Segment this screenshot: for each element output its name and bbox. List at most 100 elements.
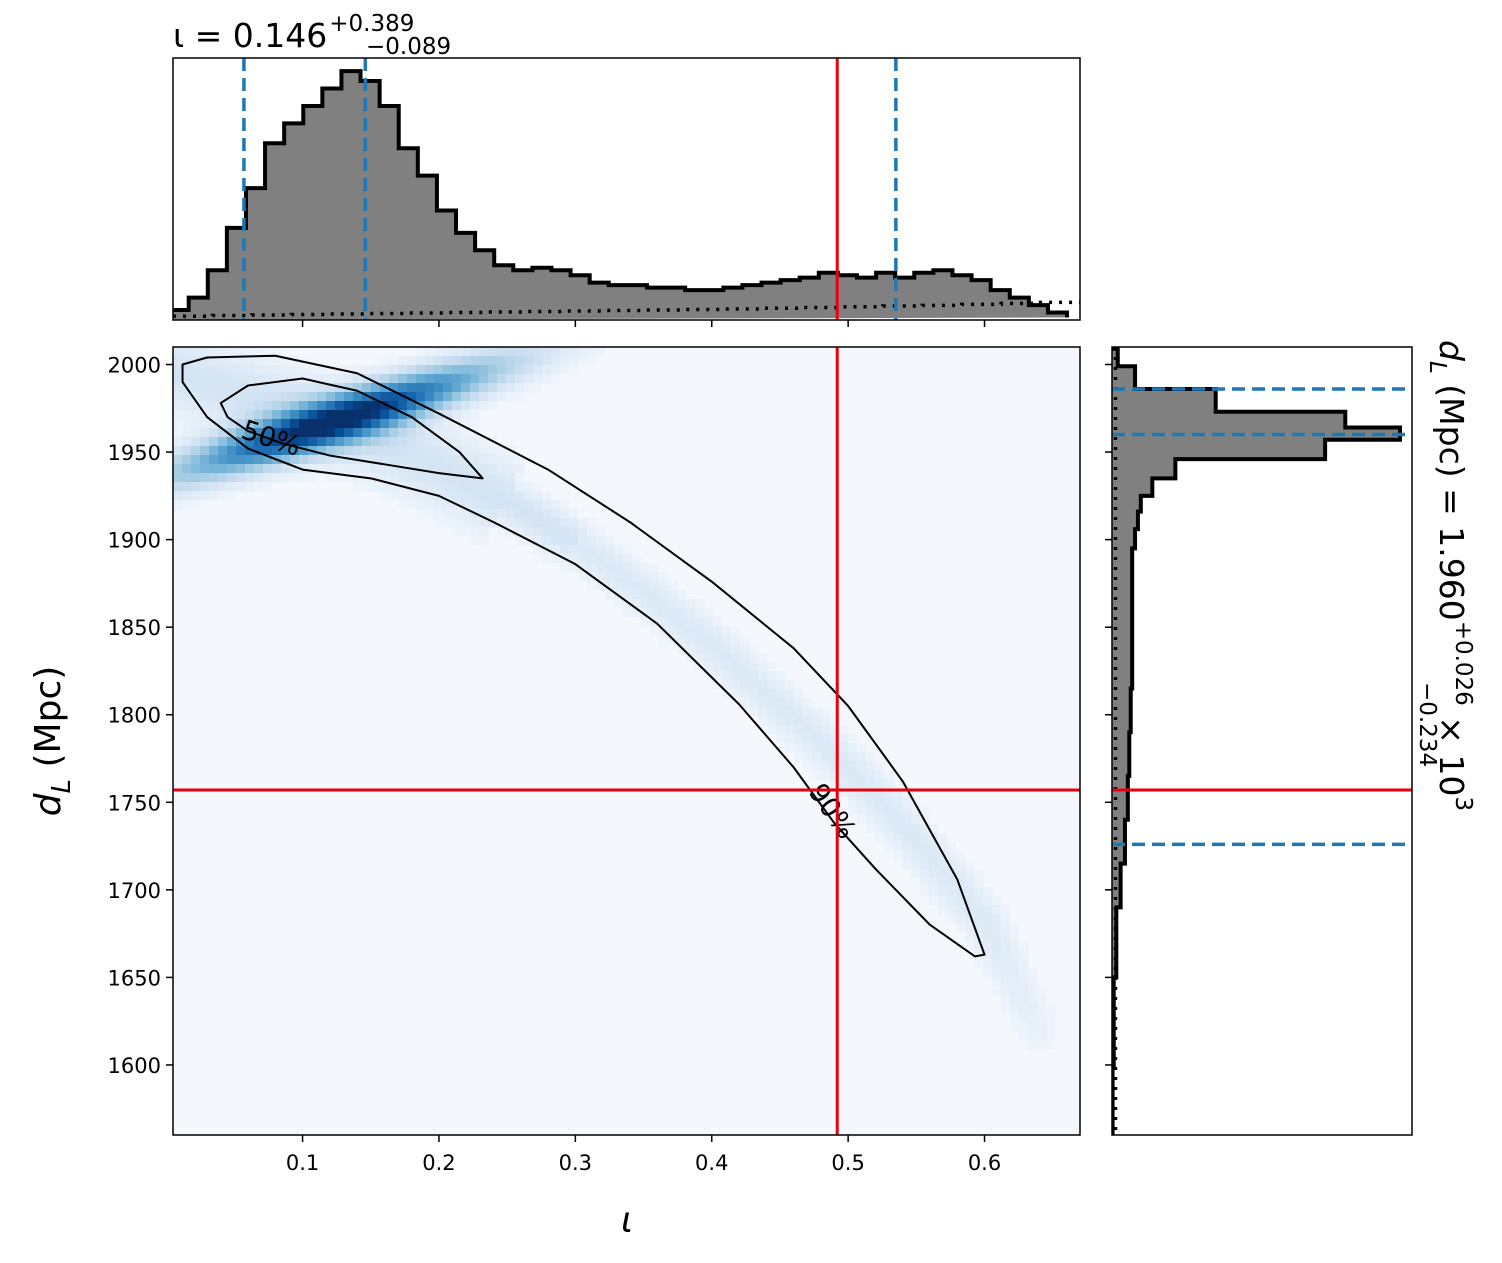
heatmap-cell [317, 392, 327, 402]
heatmap-cell [569, 509, 579, 519]
heatmap-cell [1010, 941, 1020, 951]
heatmap-cell [182, 401, 192, 411]
heatmap-cell [650, 563, 660, 573]
heatmap-cell [632, 608, 642, 618]
heatmap-cell [398, 500, 408, 510]
heatmap-cell [272, 419, 282, 429]
heatmap-cell [911, 860, 921, 870]
heatmap-cell [587, 563, 597, 573]
heatmap-cell [452, 383, 462, 393]
heatmap-cell [488, 401, 498, 411]
heatmap-cell [650, 608, 660, 618]
heatmap-cell [425, 491, 435, 501]
heatmap-cell [344, 473, 354, 483]
heatmap-cell [371, 365, 381, 375]
heatmap-cell [173, 464, 183, 474]
iota-prior-line [173, 300, 1080, 319]
heatmap-cell [830, 743, 840, 753]
heatmap-cell [884, 842, 894, 852]
heatmap-cell [758, 680, 768, 690]
heatmap-cell [191, 374, 201, 384]
heatmap-cell [920, 833, 930, 843]
heatmap-cell [290, 383, 300, 393]
heatmap-cell [425, 392, 435, 402]
heatmap-cell [551, 365, 561, 375]
heatmap-cell [218, 383, 228, 393]
heatmap-cell [596, 563, 606, 573]
heatmap-cell [560, 527, 570, 537]
heatmap-cell [254, 374, 264, 384]
heatmap-cell [920, 869, 930, 879]
heatmap-cell [191, 491, 201, 501]
heatmap-cell [722, 671, 732, 681]
heatmap-cell [956, 896, 966, 906]
heatmap-cell [398, 374, 408, 384]
heatmap-cell [947, 860, 957, 870]
heatmap-cell [209, 410, 219, 420]
heatmap-cell [587, 347, 597, 357]
x-tick-label: 0.6 [968, 1151, 1001, 1175]
heatmap-cell [785, 707, 795, 717]
heatmap-cell [209, 491, 219, 501]
heatmap-cell [839, 752, 849, 762]
heatmap-cell [326, 392, 336, 402]
heatmap-cell [407, 419, 417, 429]
heatmap-cell [506, 383, 516, 393]
heatmap-cell [452, 482, 462, 492]
heatmap-cell [920, 887, 930, 897]
heatmap-cell [641, 572, 651, 582]
heatmap-cell [515, 518, 525, 528]
heatmap-cell [659, 590, 669, 600]
heatmap-cell [173, 374, 183, 384]
heatmap-cell [569, 518, 579, 528]
heatmap-cell [497, 374, 507, 384]
heatmap-cell [371, 392, 381, 402]
heatmap-cell [974, 878, 984, 888]
heatmap-cell [425, 464, 435, 474]
heatmap-cell [749, 680, 759, 690]
heatmap-cell [893, 806, 903, 816]
heatmap-cell [947, 842, 957, 852]
heatmap-cell [848, 788, 858, 798]
heatmap-cell [236, 410, 246, 420]
heatmap-cell [659, 599, 669, 609]
heatmap-cell [434, 392, 444, 402]
heatmap-cell [839, 734, 849, 744]
heatmap-cell [569, 563, 579, 573]
heatmap-cell [398, 437, 408, 447]
heatmap-cell [461, 410, 471, 420]
heatmap-cell [308, 401, 318, 411]
heatmap-cell [425, 410, 435, 420]
heatmap-cell [1001, 959, 1011, 969]
heatmap-cell [695, 635, 705, 645]
heatmap-cell [605, 563, 615, 573]
heatmap-cell [506, 491, 516, 501]
heatmap-cell [335, 419, 345, 429]
heatmap-cell [632, 554, 642, 564]
heatmap-cell [758, 653, 768, 663]
heatmap-cell [848, 770, 858, 780]
heatmap-cell [794, 734, 804, 744]
heatmap-cell [218, 392, 228, 402]
heatmap-cell [758, 662, 768, 672]
heatmap-cell [1010, 977, 1020, 987]
heatmap-cell [173, 401, 183, 411]
heatmap-cell [479, 374, 489, 384]
heatmap-cell [407, 428, 417, 438]
heatmap-cell [236, 482, 246, 492]
heatmap-cell [218, 356, 228, 366]
heatmap-cell [983, 887, 993, 897]
heatmap-cell [659, 617, 669, 627]
heatmap-cell [425, 374, 435, 384]
heatmap-cell [956, 923, 966, 933]
heatmap-cell [497, 392, 507, 402]
heatmap-cell [254, 347, 264, 357]
heatmap-cell [506, 365, 516, 375]
heatmap-cell [542, 374, 552, 384]
heatmap-cell [713, 617, 723, 627]
heatmap-cell [344, 455, 354, 465]
heatmap-cell [749, 653, 759, 663]
heatmap-cell [353, 446, 363, 456]
heatmap-cell [731, 644, 741, 654]
heatmap-cell [182, 410, 192, 420]
